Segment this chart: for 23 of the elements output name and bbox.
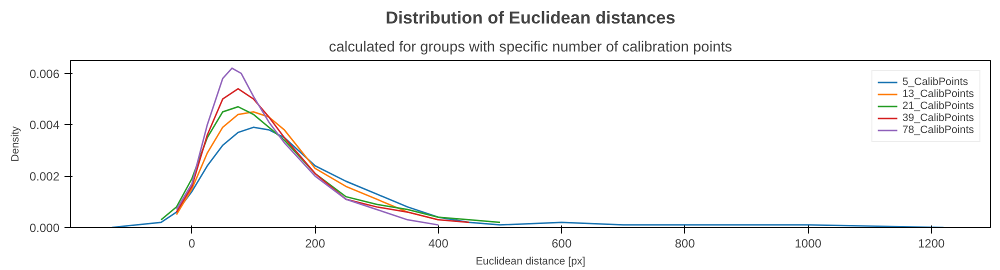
line-series (160, 106, 501, 224)
y-tick-label: 0.004 (29, 118, 60, 132)
y-tick-label: 0.002 (29, 170, 60, 184)
x-tick-label: 0 (188, 236, 196, 250)
legend-label: 21_CalibPoints (902, 100, 974, 112)
x-tick-label: 600 (552, 236, 572, 250)
x-tick-label: 200 (305, 236, 326, 250)
legend-label: 78_CalibPoints (902, 124, 974, 136)
line-series (176, 67, 440, 226)
chart-title: Distribution of Euclidean distances (386, 8, 676, 28)
legend-label: 5_CalibPoints (902, 76, 968, 88)
line-series (176, 88, 470, 224)
chart-subtitle: calculated for groups with specific number of calibration points (328, 40, 732, 56)
x-axis-title: Euclidean distance [px] (476, 256, 586, 268)
legend-label: 13_CalibPoints (902, 88, 974, 100)
legend-label: 39_CalibPoints (902, 112, 974, 124)
y-tick-label: 0.006 (29, 66, 60, 81)
x-tick-label: 400 (428, 236, 449, 250)
x-tick-label: 1200 (918, 236, 946, 250)
y-tick-label: 0.000 (29, 221, 60, 235)
y-axis-title: Density (9, 126, 22, 162)
x-tick-label: 800 (674, 236, 696, 250)
x-tick-label: 1000 (794, 236, 822, 250)
